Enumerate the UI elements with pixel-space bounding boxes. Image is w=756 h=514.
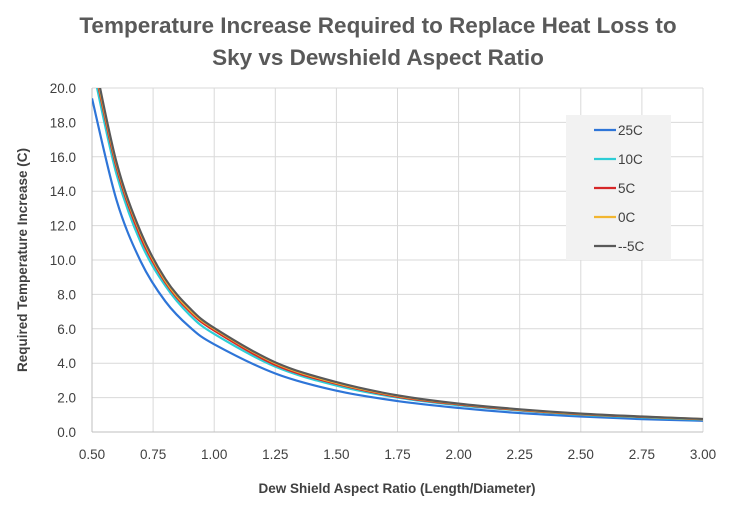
y-tick-label: 0.0 [57,425,76,440]
x-tick-label: 1.00 [201,447,227,462]
y-tick-label: 4.0 [57,356,76,371]
x-tick-label: 2.75 [629,447,655,462]
x-tick-label: 2.00 [445,447,471,462]
x-axis-label: Dew Shield Aspect Ratio (Length/Diameter… [258,481,535,496]
x-tick-label: 1.50 [323,447,349,462]
y-tick-label: 6.0 [57,322,76,337]
legend-label: 10C [618,152,643,167]
y-tick-label: 16.0 [50,150,76,165]
chart-title: Temperature Increase Required to Replace… [0,10,756,74]
x-tick-label: 1.25 [262,447,288,462]
legend-label: --5C [618,239,644,254]
x-tick-label: 1.75 [384,447,410,462]
legend-label: 0C [618,210,636,225]
chart-title-line-1: Temperature Increase Required to Replace… [79,13,677,38]
legend-label: 25C [618,123,643,138]
x-tick-label: 2.50 [568,447,594,462]
y-tick-label: 18.0 [50,115,76,130]
legend-box [566,115,671,260]
tick-labels: 0.50 0.75 1.00 1.25 1.50 1.75 2.00 2.25 2.50 2.75… [50,81,716,462]
legend: 25C 10C 5C 0C --5C [566,115,671,260]
axes [91,88,703,433]
series-line-5C [98,88,703,421]
y-tick-label: 2.0 [57,391,76,406]
y-tick-label: 20.0 [50,81,76,96]
y-tick-label: 12.0 [50,219,76,234]
x-tick-label: 0.50 [79,447,105,462]
legend-label: 5C [618,181,636,196]
x-tick-label: 2.25 [507,447,533,462]
series-lines [92,88,703,422]
x-tick-label: 0.75 [140,447,166,462]
x-tick-label: 3.00 [690,447,716,462]
y-axis-label: Required Temperature Increase (C) [15,148,30,372]
series-line-25C [92,98,703,422]
y-tick-label: 14.0 [50,184,76,199]
y-tick-label: 8.0 [57,287,76,302]
y-tick-label: 10.0 [50,253,76,268]
chart-title-line-2: Sky vs Dewshield Aspect Ratio [212,45,544,70]
